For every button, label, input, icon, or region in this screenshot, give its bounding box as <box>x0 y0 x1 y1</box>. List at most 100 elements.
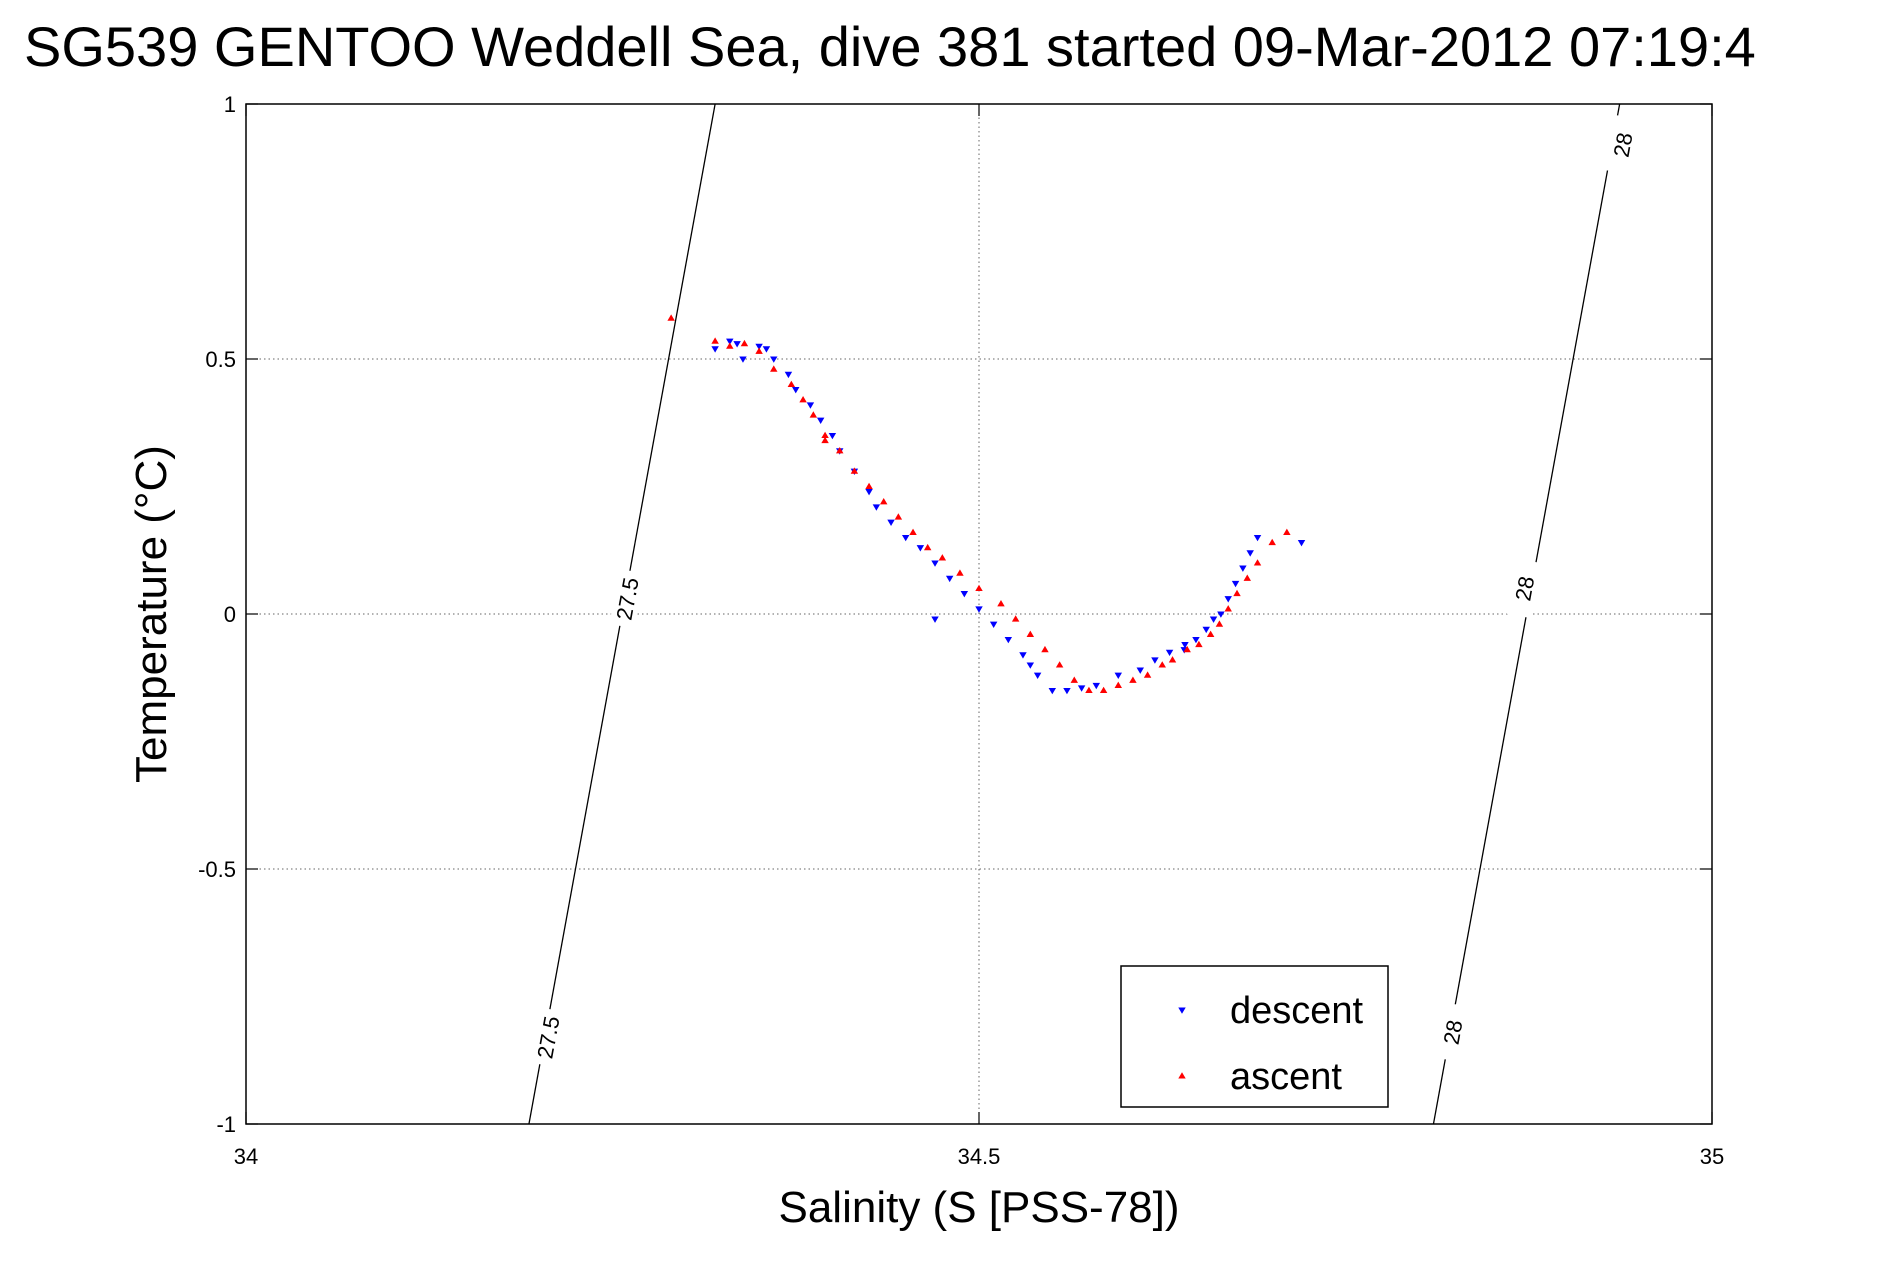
x-tick-label: 35 <box>1700 1144 1724 1169</box>
descent-point <box>865 489 873 496</box>
ascent-point <box>821 436 829 444</box>
isopycnal-label-group: 28 <box>1506 558 1543 619</box>
y-tick-label: 0 <box>224 602 236 627</box>
ascent-point <box>1041 645 1049 653</box>
series-ascent <box>667 314 1291 694</box>
descent-point <box>1297 540 1306 547</box>
ascent-point <box>1114 681 1122 688</box>
descent-point <box>784 371 793 379</box>
descent-point <box>828 432 837 440</box>
chart-title: SG539 GENTOO Weddell Sea, dive 381 start… <box>24 15 1756 78</box>
descent-point <box>916 545 925 552</box>
descent-point <box>1217 611 1225 618</box>
descent-point <box>1239 565 1247 572</box>
descent-point <box>1114 672 1122 679</box>
y-tick-label: -1 <box>216 1112 236 1137</box>
descent-point <box>1165 649 1174 657</box>
x-tick-label: 34.5 <box>958 1144 1001 1169</box>
isopycnal-label-bg <box>1434 1002 1471 1063</box>
ascent-point <box>711 337 719 344</box>
isopycnal-label-group: 27.5 <box>530 1007 566 1068</box>
descent-point <box>872 504 881 511</box>
descent-point <box>945 575 954 583</box>
ascent-point <box>1026 630 1035 637</box>
descent-point <box>1092 682 1101 690</box>
ascent-point <box>850 467 859 474</box>
ascent-point <box>836 447 844 454</box>
ascent-point <box>997 600 1005 607</box>
tick-layer: 34 34.5 35 -1 -0.5 0 0.5 1 <box>198 92 1724 1169</box>
legend-marker-descent <box>1178 1007 1186 1014</box>
ascent-point <box>799 396 807 403</box>
ascent-point <box>1085 686 1093 694</box>
descent-point <box>1019 652 1027 659</box>
isopycnal-label: 27.5 <box>532 1014 564 1061</box>
descent-point <box>792 387 800 394</box>
ascent-point <box>1206 630 1215 637</box>
ascent-point <box>1215 620 1224 627</box>
isopycnal-label-group: 27.5 <box>609 568 645 629</box>
legend-label-descent: descent <box>1230 990 1364 1032</box>
descent-point <box>739 356 747 363</box>
series-layer <box>667 314 1306 695</box>
y-axis-label: Temperature (°C) <box>127 445 176 783</box>
ascent-point <box>770 365 778 372</box>
descent-point <box>816 417 825 424</box>
isopycnal-label: 28 <box>1439 1018 1468 1047</box>
descent-point <box>1077 685 1086 692</box>
isopycnal-label-bg <box>1604 114 1641 175</box>
descent-point <box>1202 626 1210 634</box>
descent-point <box>1151 657 1159 664</box>
x-tick-label: 34 <box>234 1144 258 1169</box>
ascent-point <box>1158 661 1166 668</box>
ascent-point <box>667 314 675 321</box>
ascent-point <box>1129 676 1137 683</box>
descent-point <box>755 343 763 351</box>
descent-point <box>901 534 910 542</box>
descent-point <box>931 616 939 623</box>
ascent-point <box>1168 656 1177 663</box>
isopycnal-label-bg <box>530 1007 566 1068</box>
descent-point <box>1033 672 1042 679</box>
isopycnal-label-group: 28 <box>1604 114 1641 175</box>
ascent-point <box>956 569 964 576</box>
legend-label-ascent: ascent <box>1230 1056 1342 1098</box>
descent-point <box>806 402 815 409</box>
descent-point <box>989 621 998 628</box>
isopycnal-label: 28 <box>1609 131 1638 160</box>
ascent-point <box>909 528 917 535</box>
ascent-point <box>1233 589 1241 597</box>
isopycnal-label-bg <box>1506 558 1543 619</box>
descent-point <box>1246 550 1254 557</box>
ascent-point <box>1011 615 1020 622</box>
descent-point <box>770 356 778 363</box>
descent-point <box>1136 667 1144 674</box>
ascent-point <box>1143 671 1152 678</box>
descent-point <box>726 338 734 345</box>
ascent-point <box>879 498 888 505</box>
descent-point <box>762 346 771 353</box>
ascent-point <box>1283 528 1291 535</box>
isopycnal-label: 28 <box>1510 574 1539 603</box>
ascent-point <box>1055 661 1064 668</box>
descent-point <box>733 341 741 348</box>
descent-point <box>1048 687 1057 695</box>
isopycnal-label-group: 28 <box>1434 1002 1471 1063</box>
descent-point <box>975 606 983 613</box>
descent-point <box>1209 616 1218 623</box>
grid-layer <box>246 104 1712 1124</box>
ascent-point <box>1224 605 1232 612</box>
y-tick-label: -0.5 <box>198 857 236 882</box>
ascent-point <box>894 513 903 520</box>
legend-box <box>1120 965 1389 1108</box>
descent-point <box>1181 642 1189 649</box>
ascent-point <box>740 339 749 347</box>
ascent-point <box>923 543 932 551</box>
ascent-point <box>1099 686 1108 694</box>
isopycnal-label: 27.5 <box>612 575 644 622</box>
y-tick-label: 1 <box>224 92 236 117</box>
descent-point <box>1231 580 1240 588</box>
legend: descent ascent <box>1120 965 1389 1108</box>
